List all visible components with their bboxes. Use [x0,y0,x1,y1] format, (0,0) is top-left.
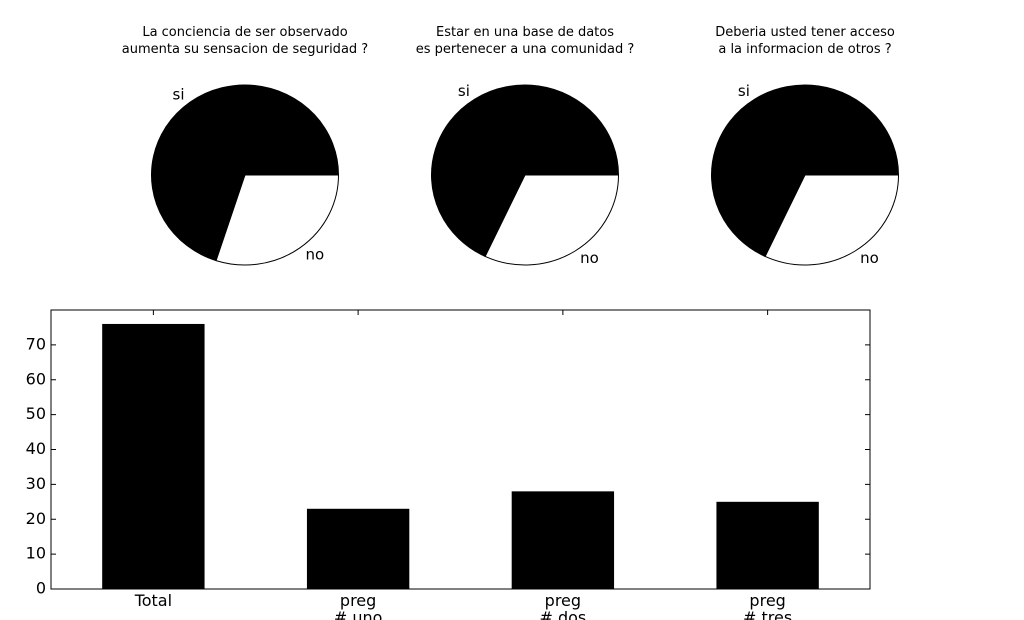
x-tick-label: preg # uno [333,591,383,620]
y-tick-label: 50 [26,404,46,423]
y-tick-label: 10 [26,544,46,563]
pie-label: si [738,82,750,100]
pie-label: si [458,82,470,100]
pie-title: Estar en una base de datos es pertenecer… [415,25,635,57]
bar [511,491,615,589]
pie-slice [484,174,620,266]
pie-label: no [305,246,324,264]
pie-slice [431,84,620,258]
x-tick-label: preg # dos [539,591,587,620]
pie-slice [151,84,340,262]
bar [716,501,819,589]
x-tick-label: preg # tres [743,591,793,620]
pie-title: Deberia usted tener acceso a la informac… [715,25,895,57]
y-tick-label: 20 [26,509,46,528]
pie-label: no [580,249,599,267]
y-tick-label: 0 [36,579,46,598]
bar [102,323,205,589]
y-tick-label: 30 [26,474,46,493]
y-tick-label: 40 [26,439,46,458]
y-tick-label: 70 [26,334,46,353]
pie-label: si [173,85,185,103]
bar [306,508,410,589]
pie-label: no [860,249,879,267]
y-tick-label: 60 [26,369,46,388]
pie-title: La conciencia de ser observado aumenta s… [121,25,369,57]
pie-slice [215,174,340,266]
pie-slice [711,84,900,258]
x-tick-label: Total [134,591,173,610]
plot-frame [50,309,871,590]
pie-slice [764,174,900,266]
